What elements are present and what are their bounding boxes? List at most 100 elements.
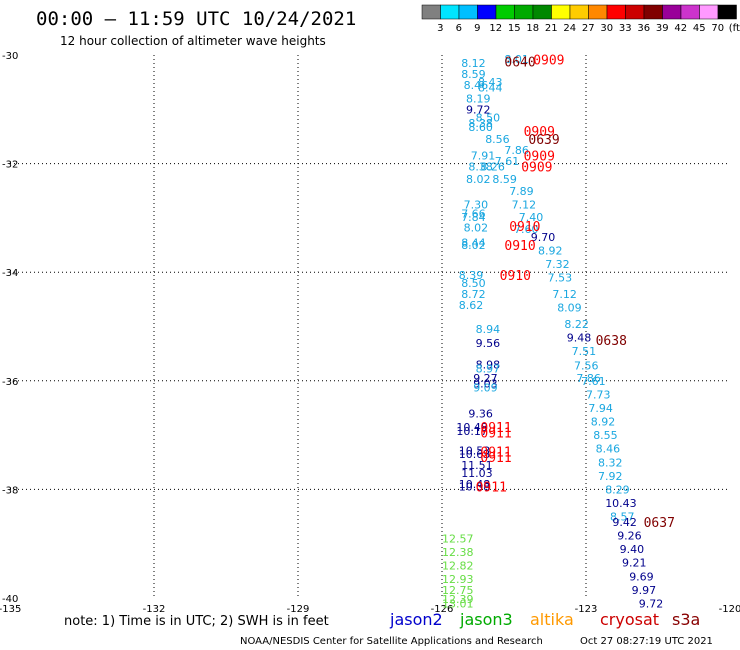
swh-value-label: 11.03 [461,467,493,480]
colorbar-label: (ft) [729,23,740,34]
swh-value-label: 9.36 [468,407,493,420]
colorbar-label: 21 [545,23,558,34]
colorbar-label: 18 [526,23,539,34]
swh-value-label: 9.72 [639,597,664,610]
footer-generated: Oct 27 08:27:19 UTC 2021 [580,636,713,647]
swh-value-label: 7.94 [588,402,613,415]
swh-value-label: 9.56 [476,337,501,350]
swh-value-label: 7.66 [461,208,486,221]
mission-legend-jason3: jason3 [459,610,513,629]
swh-value-label: 9.03 [473,378,498,391]
swh-value-label: 10.63 [459,448,491,461]
swh-value-label: 7.56 [574,360,599,373]
colorbar-swatch [569,4,589,20]
swh-value-label: 8.98 [476,359,501,372]
swh-value-label: 8.32 [598,456,623,469]
data-points: 8.12 8.018.598.438.468.448.199.728.508.38… [442,53,663,611]
pass-time-label: 0637 [644,516,675,531]
swh-value-label: 9.69 [629,570,654,583]
mission-legend-cryosat: cryosat [600,610,659,629]
mission-legend-jason2: jason2 [389,610,443,629]
y-tick-label: -30 [2,51,18,62]
swh-value-label: 12.93 [442,573,474,586]
swh-value-label: 8.46 [464,79,489,92]
colorbar-label: 45 [693,23,706,34]
colorbar-label: 12 [489,23,502,34]
swh-value-label: 7.86 [576,372,601,385]
chart-subtitle: 12 hour collection of altimeter wave hei… [60,34,326,48]
swh-value-label: 7.86 [504,144,529,157]
swh-value-label: 8.44 [478,82,503,95]
swh-value-label: 8.01 [504,53,529,66]
swh-value-label: 8.39 [459,269,484,282]
swh-value-label: 7.61 [581,375,606,388]
x-tick-label: -135 [0,604,21,615]
swh-value-label: 8.72 [461,288,486,301]
swh-value-label: 9.70 [531,231,556,244]
swh-value-label: 10.17 [456,425,488,438]
swh-value-label: 10.48 [459,478,491,491]
x-tick-label: -126 [431,604,454,615]
swh-value-label: 8.92 [538,244,563,257]
swh-value-label: 8.50 [476,111,501,124]
colorbar-label: 30 [600,23,613,34]
colorbar-label: 3 [437,23,443,34]
swh-value-label: 8.02 [461,239,486,252]
swh-value-label: 8.19 [466,92,491,105]
swh-value-label: 10.43 [605,497,637,510]
colorbar-swatch [421,4,441,20]
swh-value-label: 8.60 [468,121,493,134]
swh-value-label: 7.12 [552,288,577,301]
y-tick-label: -36 [2,377,18,388]
swh-value-label: 7.73 [586,388,611,401]
swh-value-label: 10.53 [459,444,491,457]
swh-value-label: 8.38 [468,160,493,173]
swh-value-label: 8.94 [476,323,501,336]
swh-value-label: 13.01 [442,597,474,610]
colorbar-swatch [551,4,571,20]
y-tick-labels: -30 -32 -34 -36 -38 -40 [2,51,18,605]
pass-time-label: 0911 [476,481,507,496]
colorbar-swatch [477,4,497,20]
swh-value-label: 8.59 [461,68,486,81]
colorbar-swatch [532,4,552,20]
swh-value-label: 7.40 [519,211,544,224]
pass-time-label: 0911 [480,451,511,466]
swh-value-label: 9.40 [620,543,645,556]
x-tick-label: -129 [287,604,310,615]
swh-value-label: 8.26 [480,160,505,173]
swh-value-label: 12.75 [442,584,474,597]
swh-value-label: 9.21 [622,557,647,570]
x-tick-label: -123 [575,604,598,615]
colorbar-label: 27 [582,23,595,34]
pass-time-label: 0909 [533,53,564,68]
swh-value-label: 10.58 [459,481,491,494]
mission-legend: jason2 jason3 altika cryosat s3a [389,610,700,629]
swh-value-label: 8.43 [478,76,503,89]
x-tick-label: -132 [143,604,166,615]
swh-value-label: 7.61 [495,155,520,168]
swh-value-label: 9.72 [466,103,491,116]
pass-time-label: 0639 [528,133,559,148]
colorbar-label: 6 [456,23,462,34]
colorbar-swatch [625,4,645,20]
pass-time-label: 0640 [504,56,535,71]
colorbar-label: 70 [711,23,724,34]
pass-time-label: 0909 [524,125,555,140]
pass-time-label: 0910 [500,269,531,284]
swh-value-label: 8.56 [485,133,510,146]
colorbar-swatch [717,4,737,20]
y-tick-label: -32 [2,160,18,171]
swh-value-label: 7.60 [514,223,539,236]
swh-value-label: 9.97 [632,584,657,597]
swh-value-label: 8.50 [461,277,486,290]
swh-value-label: 9.09 [473,381,498,394]
swh-value-label: 8.29 [605,483,630,496]
pass-time-label: 0909 [524,149,555,164]
y-tick-label: -34 [2,268,18,279]
colorbar-label: 24 [563,23,576,34]
colorbar-swatch [680,4,700,20]
footer-credit: NOAA/NESDIS Center for Satellite Applica… [240,636,543,647]
plot-area: -135 -132 -129 -126 -123 -120 -30 -32 -34 -36 -38… [0,51,740,615]
